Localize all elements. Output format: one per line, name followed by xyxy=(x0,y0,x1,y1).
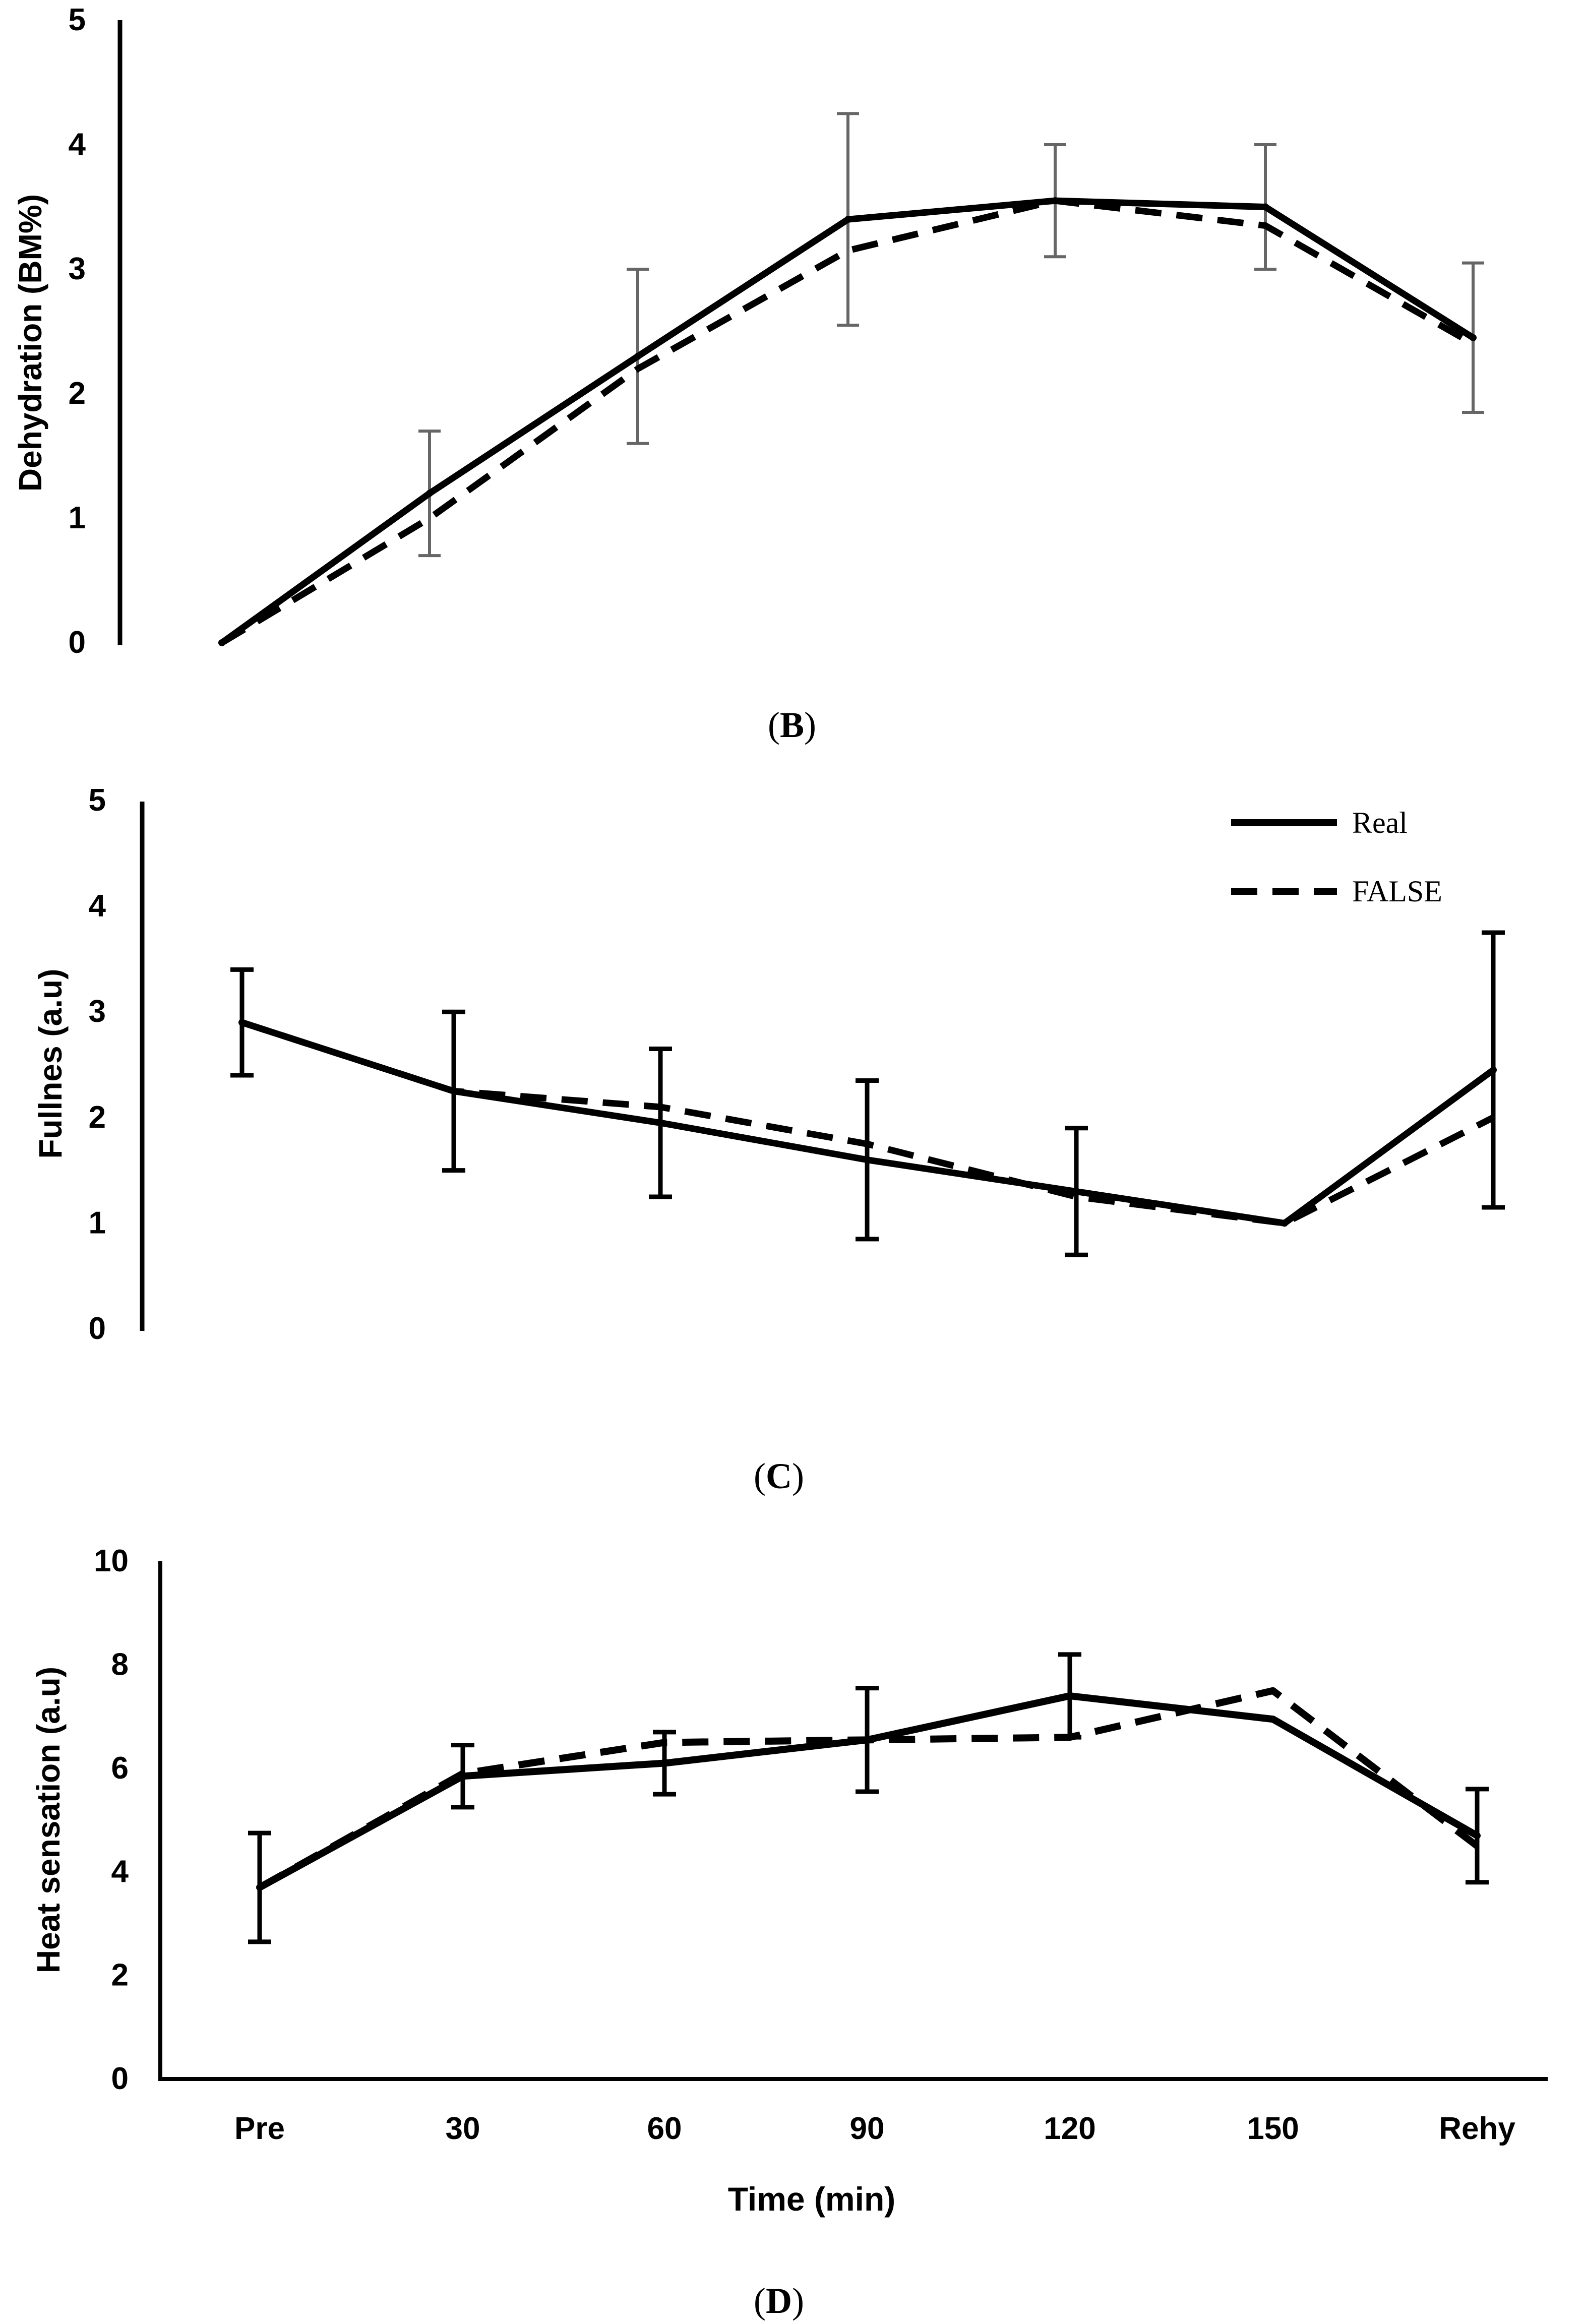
panel-d-label-close: ) xyxy=(792,2281,804,2321)
panel-c-y-tick-label: 4 xyxy=(89,889,106,924)
panel-c-y-tick-label: 2 xyxy=(89,1100,106,1135)
panel-c-data-point-real xyxy=(657,1119,664,1127)
panel-b-data-point-real xyxy=(1052,197,1059,205)
panel-d-x-ticks: Pre 30 60 90 120 150 Rehy xyxy=(234,2111,1515,2146)
panel-c-data-point-real xyxy=(864,1156,871,1164)
panel-c-y-tick-label: 1 xyxy=(89,1205,106,1240)
panel-d-data-point-real xyxy=(864,1736,871,1744)
panel-d-data-point-real xyxy=(1066,1692,1073,1700)
panel-d-y-tick-label: 0 xyxy=(111,2061,129,2096)
panel-d-x-tick-label: 30 xyxy=(446,2111,480,2146)
panel-c-data-point-real xyxy=(238,1019,246,1026)
panel-b-y-tick-label: 0 xyxy=(69,625,86,660)
panel-c-series xyxy=(238,1019,1497,1227)
panel-d-x-tick-label: 90 xyxy=(850,2111,885,2146)
panel-d-y-tick-label: 8 xyxy=(111,1647,129,1682)
panel-b-y-tick-label: 2 xyxy=(69,376,86,411)
panel-d-x-tick-label: Rehy xyxy=(1439,2111,1515,2146)
panel-d-label-open: ( xyxy=(754,2281,766,2321)
panel-b-data-point-real xyxy=(1470,334,1477,341)
panel-d-y-axis-label: Heat sensation (a.u) xyxy=(30,1667,67,1973)
panel-c-chart: 0 1 2 3 4 5 Fullnes (a.u) Real FALSE (C) xyxy=(32,783,1505,1496)
panel-d-data-point-real xyxy=(1269,1716,1276,1723)
panel-d-series xyxy=(256,1687,1481,1891)
panel-d-y-tick-label: 6 xyxy=(111,1751,129,1786)
panel-c-legend: Real FALSE xyxy=(1231,806,1442,908)
legend-false-label: FALSE xyxy=(1352,875,1442,908)
panel-b-label-letter: B xyxy=(780,705,804,745)
panel-d-chart: 0 2 4 6 8 10 Pre 30 60 90 120 150 Rehy Heat sensati… xyxy=(30,1544,1548,2321)
panel-c-label-letter: C xyxy=(766,1456,792,1496)
panel-d-x-tick-label: 60 xyxy=(647,2111,682,2146)
panel-c-data-point-real xyxy=(1281,1219,1288,1227)
panel-b-data-point-real xyxy=(218,639,225,646)
panel-c-data-point-real xyxy=(1490,1066,1497,1074)
panel-b-data-point-real xyxy=(426,490,433,497)
panel-c-y-tick-label: 0 xyxy=(89,1311,106,1346)
panel-d-x-tick-label: 150 xyxy=(1247,2111,1299,2146)
panel-d-x-axis-label: Time (min) xyxy=(728,2180,895,2218)
panel-d-x-tick-label: Pre xyxy=(234,2111,285,2146)
panel-d-data-point-real xyxy=(1474,1832,1481,1840)
panel-d-data-point-real xyxy=(661,1759,668,1767)
panel-c-y-tick-label: 5 xyxy=(89,783,106,818)
panel-b-data-point-real xyxy=(1262,203,1269,211)
panel-c-y-ticks: 0 1 2 3 4 5 xyxy=(89,783,106,1346)
panel-c-label-close: ) xyxy=(792,1456,804,1496)
panel-b-label: (B) xyxy=(768,705,816,745)
panel-b-data-point-real xyxy=(844,216,851,223)
panel-c-y-tick-label: 3 xyxy=(89,994,106,1029)
panel-b-label-close: ) xyxy=(804,705,816,745)
panel-c-label-open: ( xyxy=(754,1456,766,1496)
panel-b-label-open: ( xyxy=(768,705,780,745)
panel-d-y-tick-label: 4 xyxy=(111,1854,129,1889)
panel-b-y-tick-label: 4 xyxy=(69,127,86,162)
panel-b-y-axis-label: Dehydration (BM%) xyxy=(12,194,48,492)
panel-d-y-tick-label: 10 xyxy=(94,1544,129,1578)
legend-real-label: Real xyxy=(1352,806,1408,839)
panel-d-data-point-real xyxy=(459,1772,466,1780)
panel-d-data-point-real xyxy=(256,1884,263,1891)
panel-b-y-tick-label: 3 xyxy=(69,252,86,286)
panel-c-y-axis-label: Fullnes (a.u) xyxy=(32,969,69,1159)
panel-b-series xyxy=(218,197,1477,646)
panel-d-label-letter: D xyxy=(766,2281,792,2321)
panel-b-y-tick-label: 5 xyxy=(69,3,86,37)
panel-d-y-tick-label: 2 xyxy=(111,1958,129,1993)
panel-c-data-point-real xyxy=(1073,1188,1080,1195)
panel-c-label: (C) xyxy=(754,1456,804,1496)
panel-b-y-tick-label: 1 xyxy=(69,501,86,535)
panel-d-x-tick-label: 120 xyxy=(1044,2111,1095,2146)
panel-c-data-point-real xyxy=(450,1087,457,1095)
panel-b-chart: 0 1 2 3 4 5 Dehydration (BM%) (B) xyxy=(12,3,1484,745)
panel-b-data-point-real xyxy=(634,352,641,360)
panel-b-y-ticks: 0 1 2 3 4 5 xyxy=(69,3,86,660)
panel-d-label: (D) xyxy=(754,2281,804,2321)
panel-d-y-ticks: 0 2 4 6 8 10 xyxy=(94,1544,129,2096)
